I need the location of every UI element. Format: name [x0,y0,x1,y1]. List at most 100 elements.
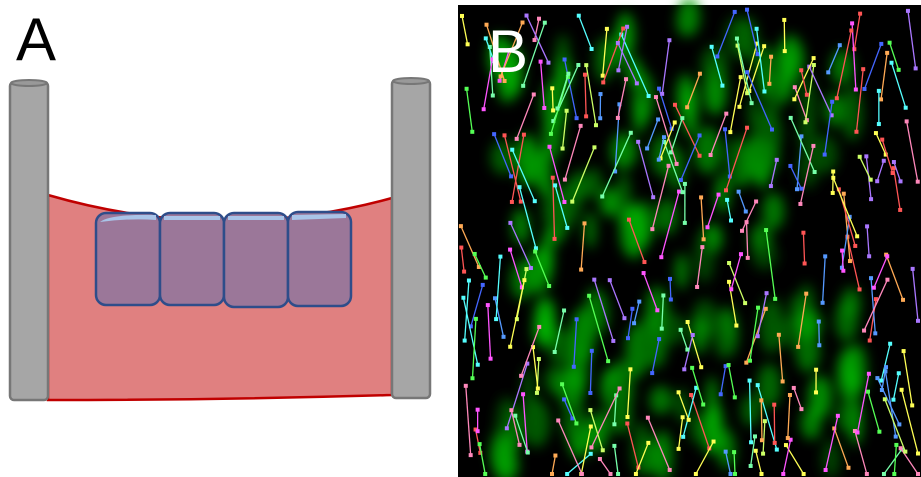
track-point [493,296,497,300]
track-point [749,464,753,468]
track-point [884,365,888,369]
track-point [601,80,605,84]
track-point [868,339,872,343]
track-point [699,365,703,369]
track-point [727,363,731,367]
track-point [739,75,743,79]
track-point [784,443,788,447]
track-point [542,106,546,110]
track-point [462,270,466,274]
track-point [587,294,591,298]
track-point [508,221,512,225]
track-point [824,468,828,472]
page: {"panels": [{"label": "A"}, {"label": "B… [0,0,921,477]
track-point [561,147,565,151]
cell-top [228,216,284,220]
track-point [740,229,744,233]
track-point [814,368,818,372]
track-point [799,68,803,72]
track-point [572,365,576,369]
track-point [519,374,523,378]
track-point [849,28,853,32]
track-point [874,131,878,135]
figure: A B [0,0,921,477]
track-point [582,221,586,225]
track-point [484,276,488,280]
cell-glow [541,119,563,159]
track-point [748,379,752,383]
track-point [792,386,796,390]
track-point [916,319,920,323]
track-point [616,68,620,72]
track-point [647,94,651,98]
track-point [625,415,629,419]
track-point [746,256,750,260]
track-point [606,359,610,363]
track-point [817,343,821,347]
cell-glow [626,57,642,87]
track-point [841,269,845,273]
track-point [760,438,764,442]
track-point [494,317,498,321]
pillar-top [393,78,429,84]
cell [288,212,351,306]
pillar-top [11,80,47,86]
track-point [903,450,907,454]
track-point [533,199,537,203]
track-point [875,376,879,380]
track-point [509,174,513,178]
track-point [629,131,633,135]
track-point [733,395,737,399]
track-point [537,357,541,361]
track-point [916,472,920,476]
cell [96,213,160,305]
track-point [553,183,557,187]
track-point [724,450,728,454]
track-point [861,67,865,71]
track-point [575,317,579,321]
track-point [756,334,760,338]
track-point [657,87,661,91]
track-point [904,106,908,110]
track-point [483,472,487,476]
track-point [715,54,719,58]
track-point [764,307,768,311]
track-point [842,192,846,196]
track-point [911,267,915,271]
track-point [551,176,555,180]
track-point [882,472,886,476]
cell-glow [808,376,832,419]
cell-glow [610,133,637,170]
cell-glow [842,86,863,141]
track-point [622,316,626,320]
track-point [681,190,685,194]
track-point [683,221,687,225]
track-point [565,472,569,476]
track-point [853,244,857,248]
track-point [646,441,650,445]
track-point [855,234,859,238]
panel-label: B [488,18,528,85]
track-point [476,429,480,433]
cell-glow [752,241,777,270]
track-point [875,179,879,183]
track-point [877,89,881,93]
cell-glow [649,386,672,415]
track-point [669,298,673,302]
track-point [660,327,664,331]
track-point [900,388,904,392]
cell-glow [831,49,854,85]
track-point [621,27,625,31]
track-point [744,361,748,365]
track-point [709,153,713,157]
track-point [616,472,620,476]
track-point [773,441,777,445]
track-point [753,434,757,438]
track-point [744,209,748,213]
track-point [529,266,533,270]
track-point [598,92,602,96]
cell-glow [689,409,702,444]
track-point [831,191,835,195]
track-point [601,74,605,78]
track-point [732,450,736,454]
